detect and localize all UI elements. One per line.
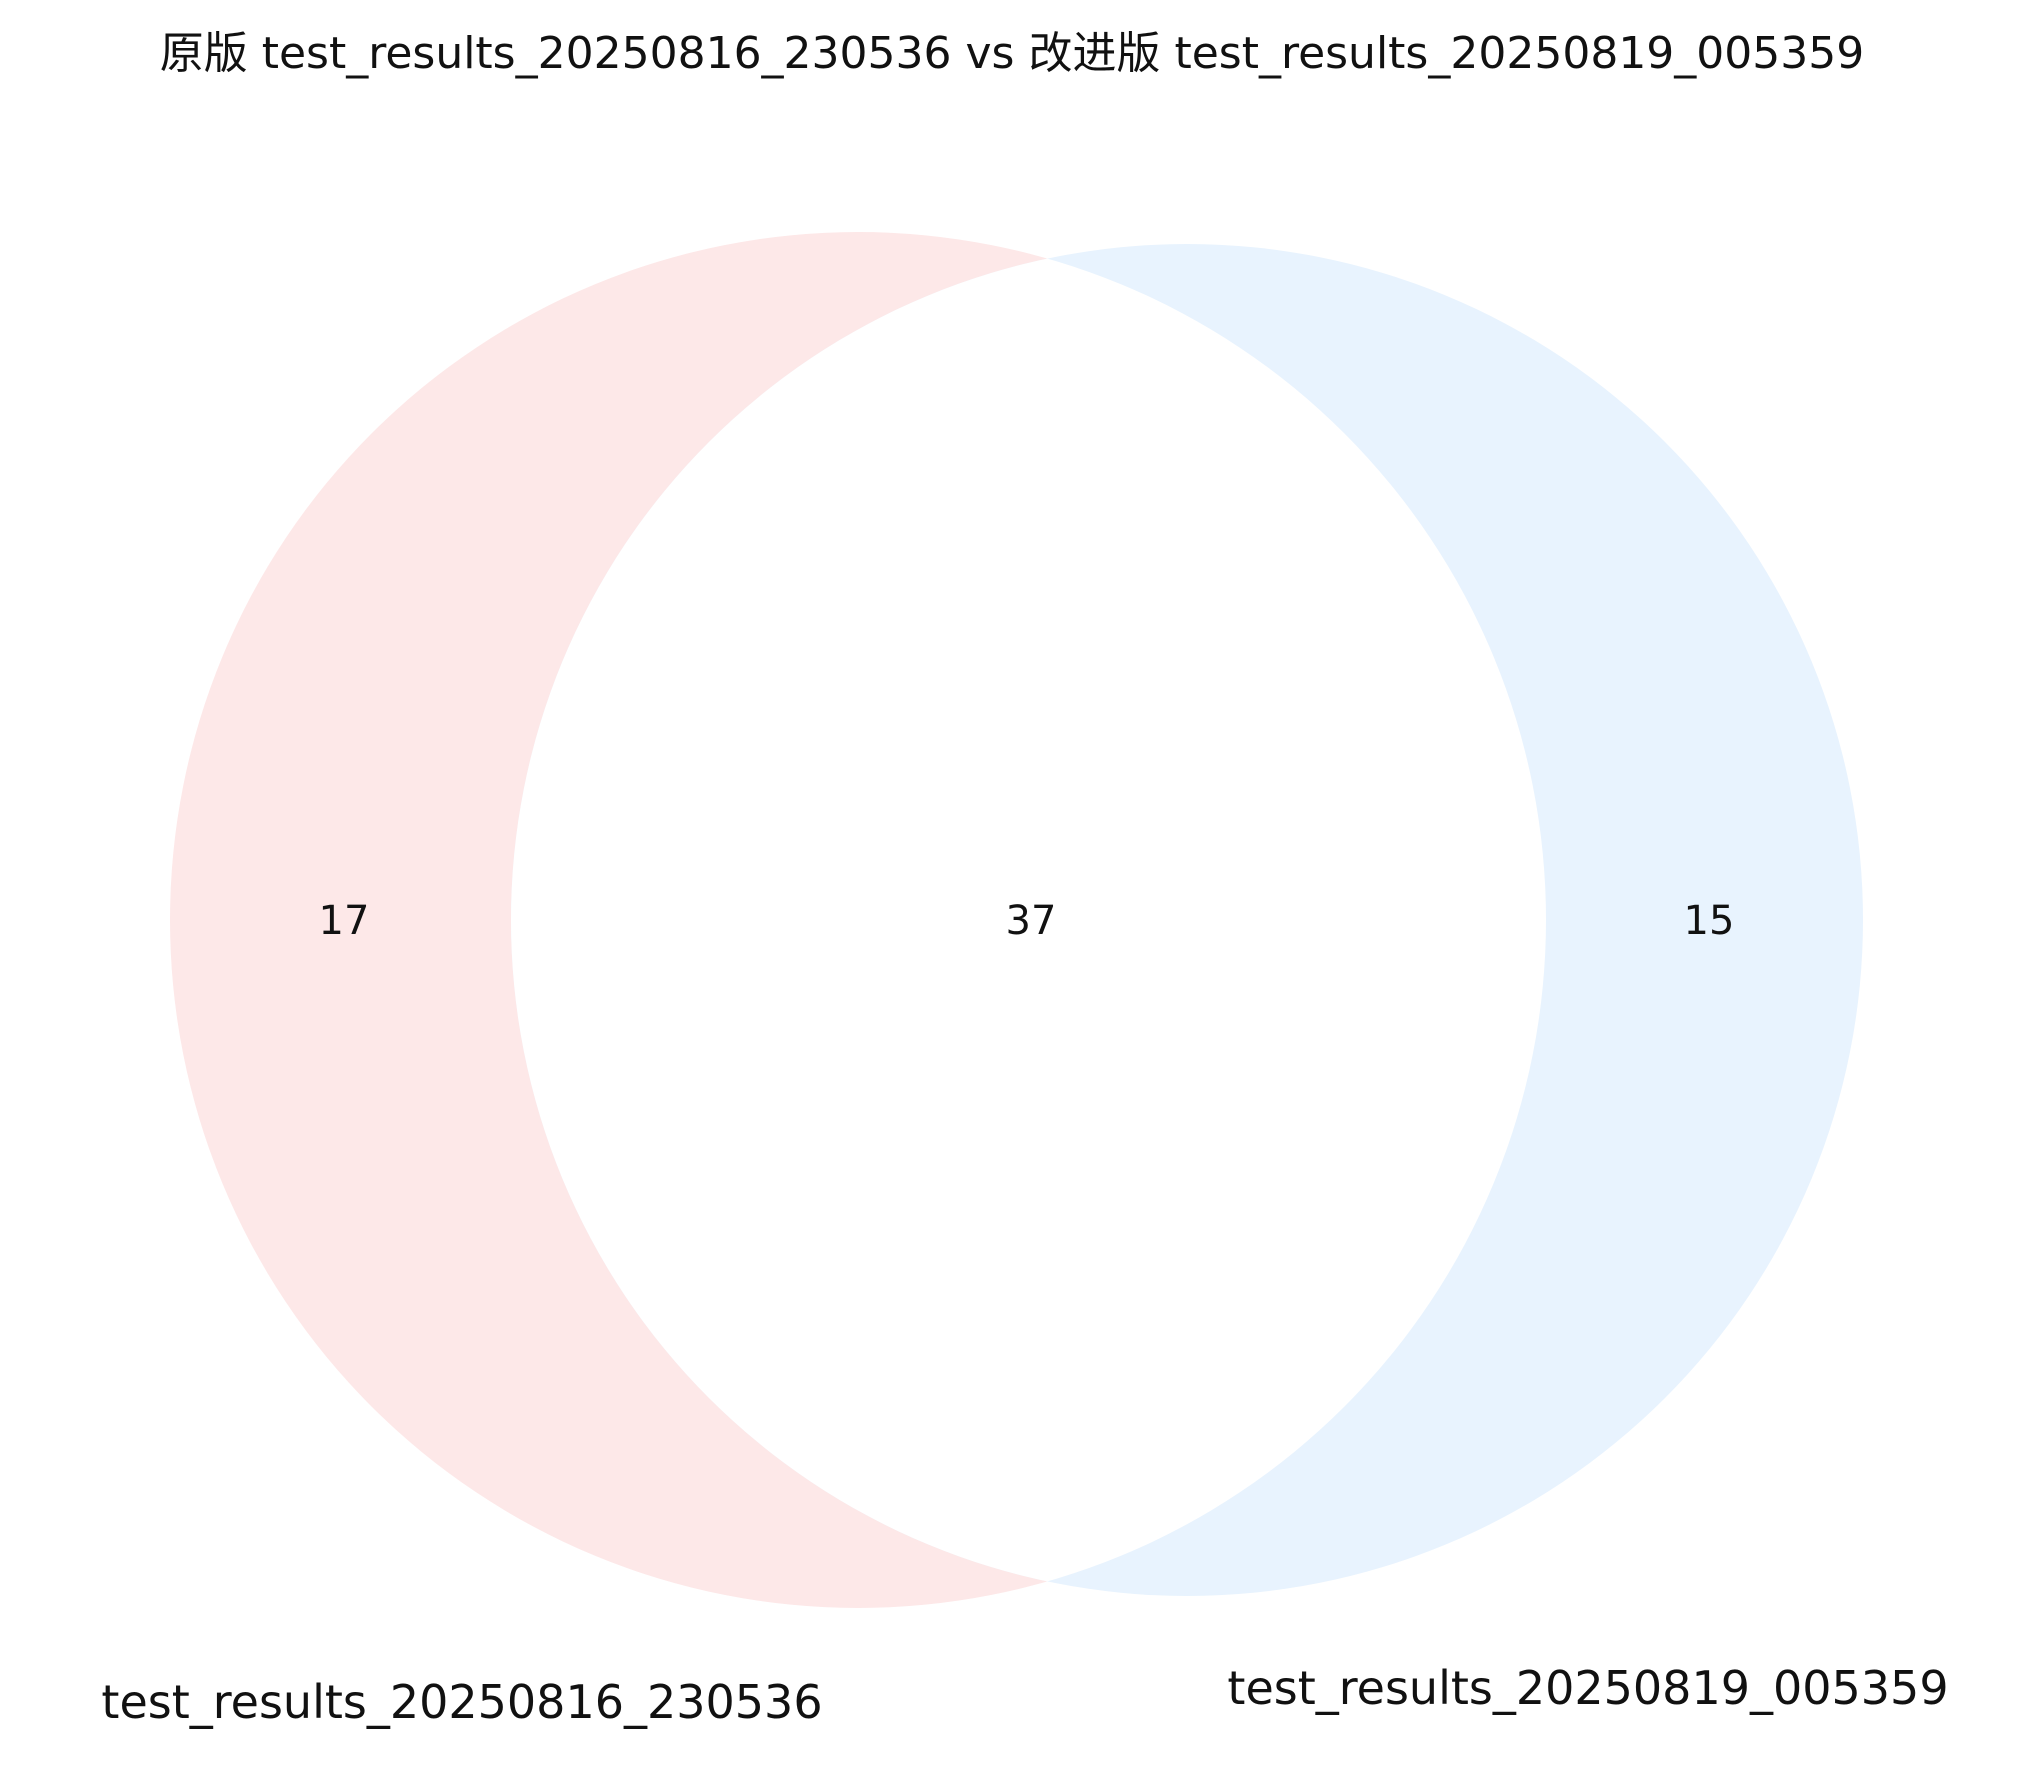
intersection-count: 37 — [1006, 898, 1057, 944]
venn-diagram — [170, 232, 1863, 1608]
set-b-only-count: 15 — [1684, 898, 1735, 944]
set-a-label: test_results_20250816_230536 — [101, 1675, 822, 1729]
set-a-only-count: 17 — [319, 898, 370, 944]
chart-title: 原版 test_results_20250816_230536 vs 改进版 t… — [160, 28, 1865, 79]
set-b-label: test_results_20250819_005359 — [1227, 1661, 1948, 1715]
